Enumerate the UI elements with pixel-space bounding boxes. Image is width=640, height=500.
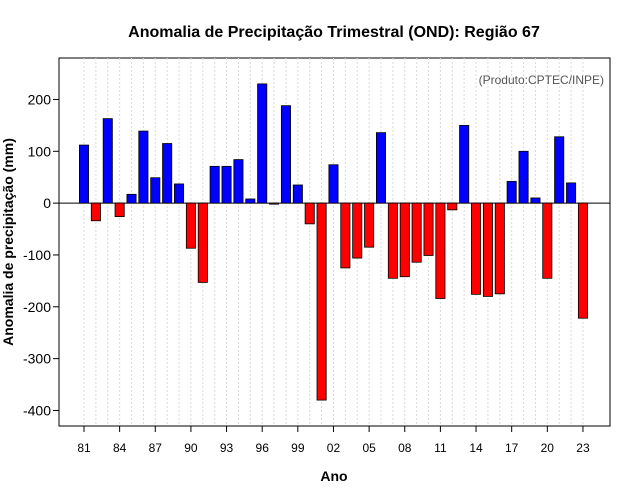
grid-lines [83, 58, 584, 426]
bar-84 [114, 202, 125, 218]
bar-95 [245, 198, 256, 204]
bar-88 [162, 143, 173, 204]
x-tick-label: 99 [291, 441, 305, 455]
bar-09 [411, 202, 422, 263]
x-tick-label: 05 [362, 441, 376, 455]
bar-02 [328, 164, 339, 204]
bar-90 [185, 202, 196, 249]
x-tick-label: 87 [149, 441, 163, 455]
bar-23 [577, 202, 588, 319]
bar-01 [316, 202, 327, 401]
bar-16 [494, 202, 505, 295]
x-tick-label: 14 [469, 441, 483, 455]
bar-19 [530, 197, 541, 204]
bar-05 [364, 202, 375, 248]
bar-99 [292, 184, 303, 204]
x-axis: 81 84 87 90 93 96 99 02 05 08 11 14 17 20 23 [77, 426, 590, 455]
bar-15 [482, 202, 493, 297]
bar-11 [435, 202, 446, 299]
bar-98 [280, 105, 291, 204]
bar-13 [459, 124, 470, 204]
bar-22 [566, 182, 577, 204]
bar-92 [209, 165, 220, 204]
y-tick-label: -200 [23, 299, 51, 315]
bar-14 [471, 202, 482, 295]
bar-89 [174, 183, 185, 204]
bar-18 [518, 150, 529, 204]
x-tick-label: 81 [77, 441, 91, 455]
bar-10 [423, 202, 434, 256]
bar-08 [399, 202, 410, 278]
x-tick-label: 20 [541, 441, 555, 455]
bar-17 [506, 180, 517, 204]
y-tick-label: 0 [43, 195, 51, 211]
bar-93 [221, 165, 232, 204]
bar-97 [269, 202, 280, 205]
bar-00 [304, 202, 315, 225]
x-tick-label: 08 [398, 441, 412, 455]
x-tick-label: 90 [184, 441, 198, 455]
bar-86 [138, 130, 149, 204]
bar-83 [102, 118, 113, 204]
bar-87 [150, 177, 161, 204]
plot-area [58, 57, 611, 427]
chart-title: Anomalia de Precipitação Trimestral (OND… [128, 24, 540, 41]
x-tick-label: 84 [113, 441, 127, 455]
bar-82 [90, 202, 101, 222]
y-tick-label: 100 [28, 143, 52, 159]
x-axis-label: Ano [320, 468, 347, 484]
x-tick-label: 23 [576, 441, 590, 455]
bar-07 [387, 202, 398, 279]
y-axis-label: Anomalia de precipitação (mm) [0, 138, 16, 346]
bar-94 [233, 159, 244, 204]
y-tick-label: -100 [23, 247, 51, 263]
bar-81 [79, 144, 90, 204]
bar-04 [352, 202, 363, 259]
bar-03 [340, 202, 351, 269]
y-axis: -400 -300 -200 -100 0 100 200 [23, 91, 59, 418]
x-tick-label: 96 [256, 441, 270, 455]
bars [79, 83, 588, 401]
y-tick-label: -300 [23, 351, 51, 367]
y-tick-label: 200 [28, 91, 52, 107]
x-tick-label: 93 [220, 441, 234, 455]
bar-91 [197, 202, 208, 283]
x-tick-label: 02 [327, 441, 341, 455]
bar-85 [126, 193, 137, 204]
bar-21 [554, 136, 565, 204]
x-tick-label: 17 [505, 441, 519, 455]
bar-12 [447, 202, 458, 211]
x-tick-label: 11 [434, 441, 447, 455]
y-tick-label: -400 [23, 402, 51, 418]
bar-20 [542, 202, 553, 279]
credit-label: (Produto:CPTEC/INPE) [479, 73, 604, 87]
bar-96 [257, 83, 268, 204]
bar-06 [375, 132, 386, 204]
